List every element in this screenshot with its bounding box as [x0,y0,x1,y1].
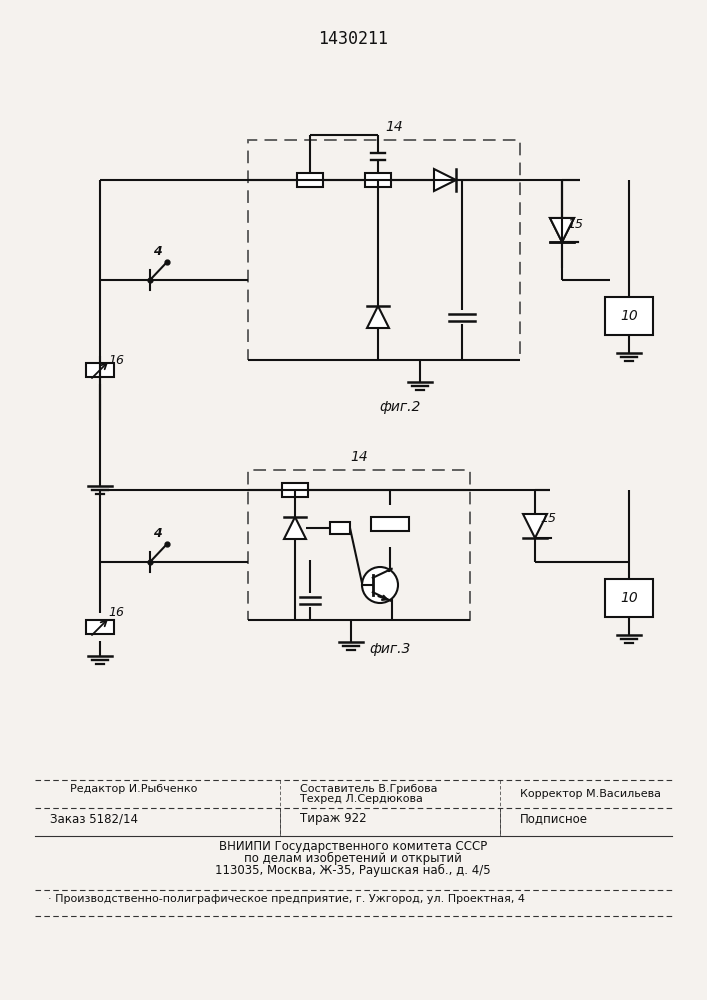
Text: 10: 10 [620,591,638,605]
Polygon shape [550,218,574,242]
Text: 14: 14 [350,450,368,464]
Text: по делам изобретений и открытий: по делам изобретений и открытий [244,852,462,865]
Bar [86,363,114,377]
Polygon shape [367,306,389,328]
Circle shape [362,567,398,603]
Text: 113035, Москва, Ж-35, Раушская наб., д. 4/5: 113035, Москва, Ж-35, Раушская наб., д. … [215,864,491,877]
Text: ВНИИПИ Государственного комитета СССР: ВНИИПИ Государственного комитета СССР [219,840,487,853]
Text: Корректор М.Васильева: Корректор М.Васильева [520,789,661,799]
Text: 10: 10 [620,309,638,323]
Bar [605,579,653,617]
Text: Техред Л.Сердюкова: Техред Л.Сердюкова [300,794,423,804]
Bar [86,620,114,634]
Text: 16: 16 [108,605,124,618]
Text: 15: 15 [540,512,556,524]
Bar [330,522,350,534]
Polygon shape [523,514,547,538]
Text: 1430211: 1430211 [318,30,388,48]
Bar [248,470,470,620]
Bar [248,140,520,360]
Text: 14: 14 [385,120,403,134]
Polygon shape [550,218,574,242]
Text: 16: 16 [108,354,124,366]
Text: · Производственно-полиграфическое предприятие, г. Ужгород, ул. Проектная, 4: · Производственно-полиграфическое предпр… [48,894,525,904]
Bar [282,483,308,497]
Text: фиг.3: фиг.3 [369,642,411,656]
Bar [605,297,653,335]
Text: 15: 15 [567,219,583,232]
Text: 4: 4 [153,245,162,258]
Text: Тираж 922: Тираж 922 [300,812,367,825]
Bar [371,517,409,531]
Text: Подписное: Подписное [520,812,588,825]
Bar [297,173,323,187]
Text: Редактор И.Рыбченко: Редактор И.Рыбченко [70,784,197,794]
Polygon shape [434,169,456,191]
Polygon shape [284,517,306,539]
Text: Составитель В.Грибова: Составитель В.Грибова [300,784,438,794]
Bar [365,173,391,187]
Text: Заказ 5182/14: Заказ 5182/14 [50,812,138,825]
Text: фиг.2: фиг.2 [380,400,421,414]
Text: 4: 4 [153,527,162,540]
